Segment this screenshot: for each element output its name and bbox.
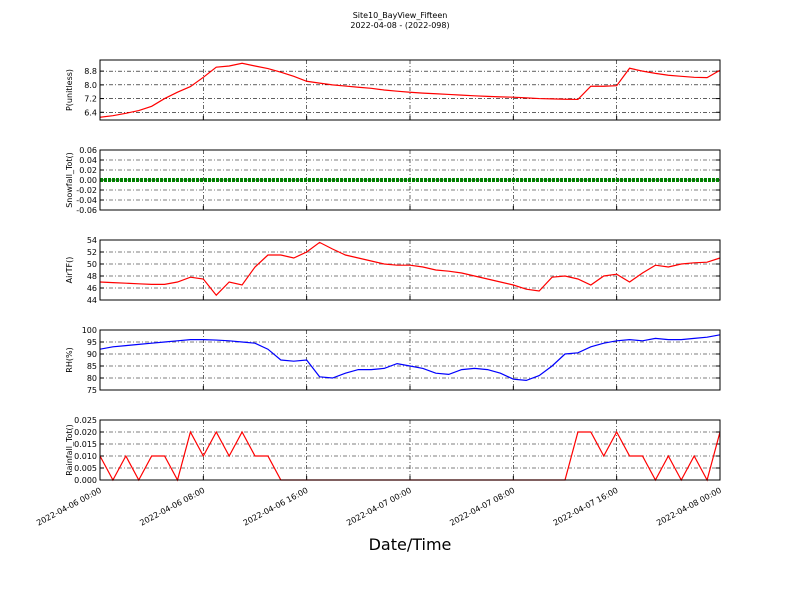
- y-tick-label: 0.02: [79, 166, 97, 175]
- plot-frame: [99, 239, 721, 301]
- data-line: [99, 334, 721, 382]
- y-tick-label: 0.04: [79, 156, 97, 165]
- data-line: [99, 62, 721, 118]
- plot-frame: [99, 59, 721, 121]
- y-tick-label: 0.020: [74, 428, 97, 437]
- y-tick-label: -0.06: [76, 206, 97, 215]
- x-axis-label: Date/Time: [369, 535, 452, 554]
- plot-frame: [99, 419, 721, 481]
- y-tick-label: 8.8: [84, 67, 97, 76]
- y-axis-label: Rainfall_Tot(): [65, 424, 74, 476]
- y-axis-label: AirTF(): [65, 257, 74, 284]
- y-tick-label: -0.04: [76, 196, 97, 205]
- figure-title: Site10_BayView_Fifteen: [353, 11, 448, 20]
- y-tick-label: 52: [87, 248, 97, 257]
- y-tick-label: 6.4: [84, 108, 97, 117]
- y-axis-label: Snowfall_Tot(): [65, 152, 74, 208]
- data-line: [99, 241, 721, 297]
- y-tick-label: 0.06: [79, 146, 97, 155]
- y-axis-label: P(unitless): [65, 69, 74, 111]
- y-tick-label: 0.00: [79, 176, 97, 185]
- y-tick-label: 0.010: [74, 452, 97, 461]
- y-tick-label: 0.005: [74, 464, 97, 473]
- y-tick-label: 48: [87, 272, 97, 281]
- y-tick-label: 75: [87, 386, 97, 395]
- y-tick-label: 85: [87, 362, 97, 371]
- y-tick-label: 95: [87, 338, 97, 347]
- y-tick-label: 0.015: [74, 440, 97, 449]
- y-tick-label: 54: [87, 236, 97, 245]
- y-tick-label: 90: [87, 350, 97, 359]
- y-axis-label: RH(%): [65, 347, 74, 372]
- y-tick-label: -0.02: [76, 186, 97, 195]
- plot-frame: [99, 329, 721, 391]
- plot-frame: [99, 149, 721, 211]
- y-tick-label: 80: [87, 374, 97, 383]
- y-tick-label: 46: [87, 284, 97, 293]
- y-tick-label: 100: [82, 326, 97, 335]
- y-tick-label: 0.025: [74, 416, 97, 425]
- y-tick-label: 8.0: [84, 81, 97, 90]
- y-tick-label: 44: [87, 296, 97, 305]
- y-tick-label: 0.000: [74, 476, 97, 485]
- figure-subtitle: 2022-04-08 - (2022-098): [350, 21, 449, 30]
- y-tick-label: 50: [87, 260, 97, 269]
- y-tick-label: 7.2: [84, 95, 97, 104]
